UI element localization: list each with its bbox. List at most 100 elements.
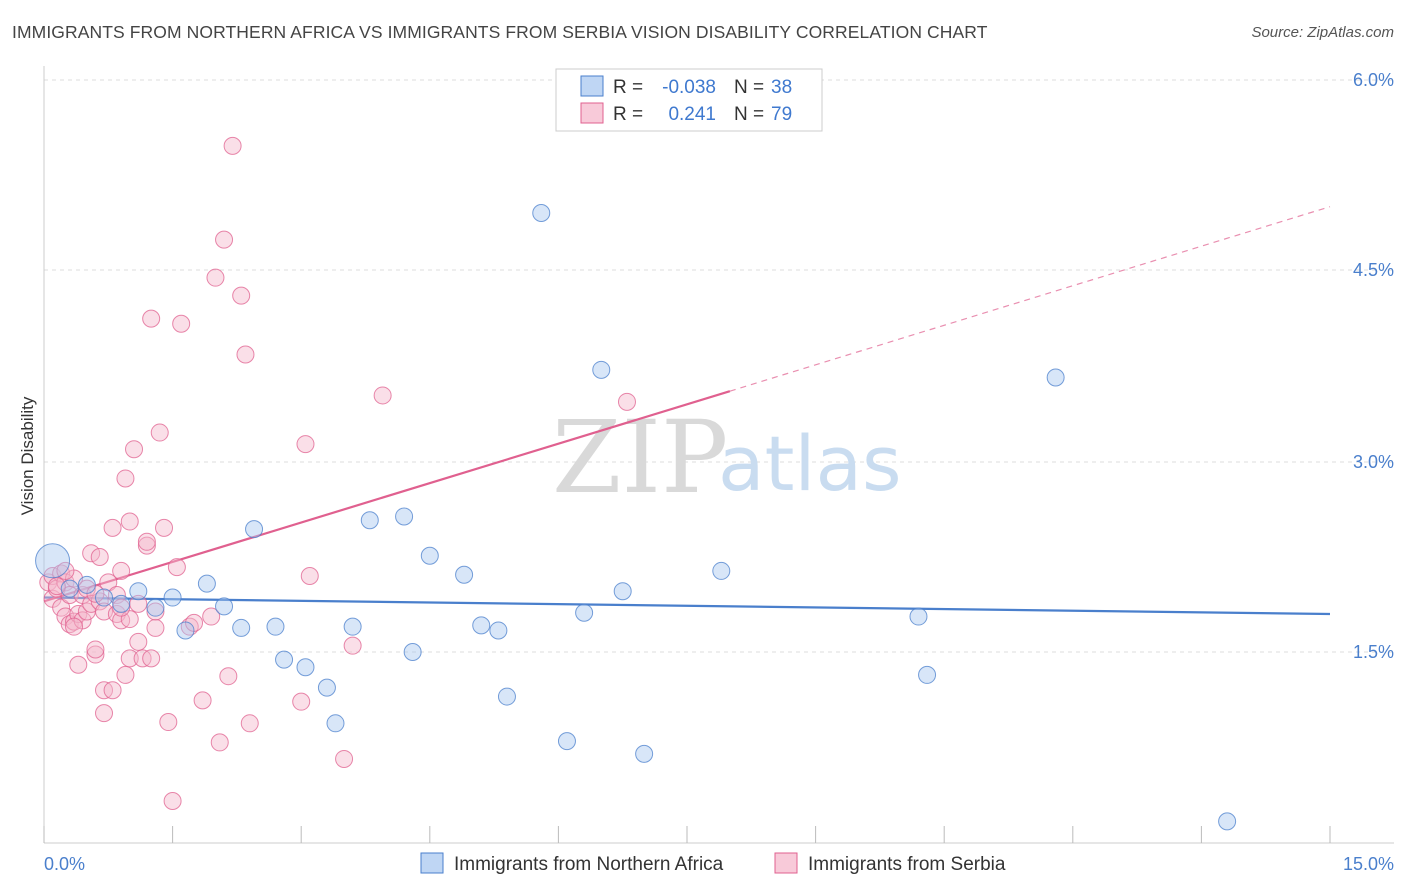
data-point-pink [125,440,144,459]
trend-line-pink [43,390,731,603]
data-point-pink [137,532,156,551]
x-tick-label-min: 0.0% [44,854,85,874]
legend-r-label-pink: R = [613,104,643,125]
data-point-pink [296,435,315,454]
data-point-blue [245,520,264,539]
series-legend-label-blue: Immigrants from Northern Africa [454,854,724,875]
data-point-pink [86,645,105,664]
data-point-blue [592,360,611,379]
data-point-blue [489,621,508,640]
data-point-pink [215,230,234,249]
data-point-pink [202,607,221,626]
data-point-pink [172,314,191,333]
legend-r-label-blue: R = [613,77,643,98]
data-point-blue [197,574,216,593]
data-point-blue [232,618,251,637]
series-legend: Immigrants from Northern Africa Immigran… [420,852,1006,875]
data-point-pink [69,655,88,674]
data-point-pink [112,598,131,617]
trend-lines [43,206,1331,616]
data-point-blue [266,617,285,636]
legend-r-value-pink: 0.241 [668,104,716,125]
data-point-blue [532,204,551,222]
data-point-blue [420,546,439,565]
data-point-pink [292,692,311,711]
correlation-legend: R = -0.038 N = 38 R = 0.241 N = 79 [555,68,823,132]
data-point-pink [335,749,354,768]
data-point-blue [343,617,362,636]
x-tick-labels: 0.0% 15.0% [44,854,1394,874]
data-point-blue [575,603,594,622]
data-point-blue [403,643,422,661]
data-point-pink [86,640,105,659]
trend-line-extension-pink [729,206,1331,392]
data-point-pink [193,691,212,710]
data-point-blue [712,561,731,580]
data-point-pink [103,681,122,700]
watermark-atlas: atlas [718,419,902,508]
data-point-blue [146,598,165,617]
data-point-pink [146,618,165,637]
data-point-pink [116,469,135,488]
data-point-pink [142,309,161,328]
legend-n-value-pink: 79 [771,104,792,125]
data-point-blue [35,543,71,579]
watermark-zip: ZIP [552,399,728,516]
data-point-pink [137,536,156,555]
data-point-blue [77,575,96,594]
data-point-blue [1046,368,1065,387]
data-point-blue [918,665,937,684]
data-point-pink [82,544,101,563]
data-point-pink [210,733,229,752]
data-point-blue [176,621,195,640]
data-point-blue [275,650,294,669]
chart-title: IMMIGRANTS FROM NORTHERN AFRICA VS IMMIG… [12,22,988,42]
data-point-blue [296,658,315,677]
y-tick-label: 4.5% [1353,260,1394,280]
data-point-blue [215,597,234,616]
data-point-blue [909,607,928,626]
data-point-pink [95,704,114,723]
data-point-blue [163,588,182,607]
data-point-pink [116,665,135,684]
data-point-blue [1218,812,1237,831]
data-point-pink [52,598,71,617]
data-point-pink [90,548,109,566]
series-legend-label-pink: Immigrants from Serbia [808,854,1006,875]
data-point-pink [232,286,251,305]
data-point-pink [240,714,259,733]
legend-swatch-pink [580,102,604,124]
source-label: Source: ZipAtlas.com [1251,24,1394,41]
data-point-blue [557,732,576,751]
data-point-pink [159,713,178,732]
data-point-blue [635,744,654,763]
legend-n-value-blue: 38 [771,77,792,98]
data-point-pink [219,667,238,686]
data-point-pink [146,602,165,621]
legend-r-value-blue: -0.038 [662,77,716,98]
data-point-pink [373,386,392,405]
legend-n-label-pink: N = [734,104,764,125]
data-point-blue [360,511,379,530]
y-tick-label: 3.0% [1353,452,1394,472]
data-point-blue [95,588,114,607]
data-point-blue [112,594,131,613]
series-legend-swatch-pink [774,852,798,874]
data-point-pink [112,561,131,580]
data-point-pink [223,136,242,155]
watermark: ZIP atlas [552,399,902,516]
data-point-pink [236,345,255,364]
data-point-pink [617,392,636,411]
data-point-pink [65,617,84,636]
data-point-pink [167,558,186,577]
data-point-blue [317,678,336,697]
y-tick-label: 6.0% [1353,70,1394,90]
data-point-pink [129,632,148,651]
data-point-pink [155,518,174,537]
trend-line-blue [43,596,1331,616]
data-point-blue [472,616,491,635]
series-legend-swatch-blue [420,852,444,874]
data-point-pink [150,423,169,442]
data-point-pink [103,518,122,537]
